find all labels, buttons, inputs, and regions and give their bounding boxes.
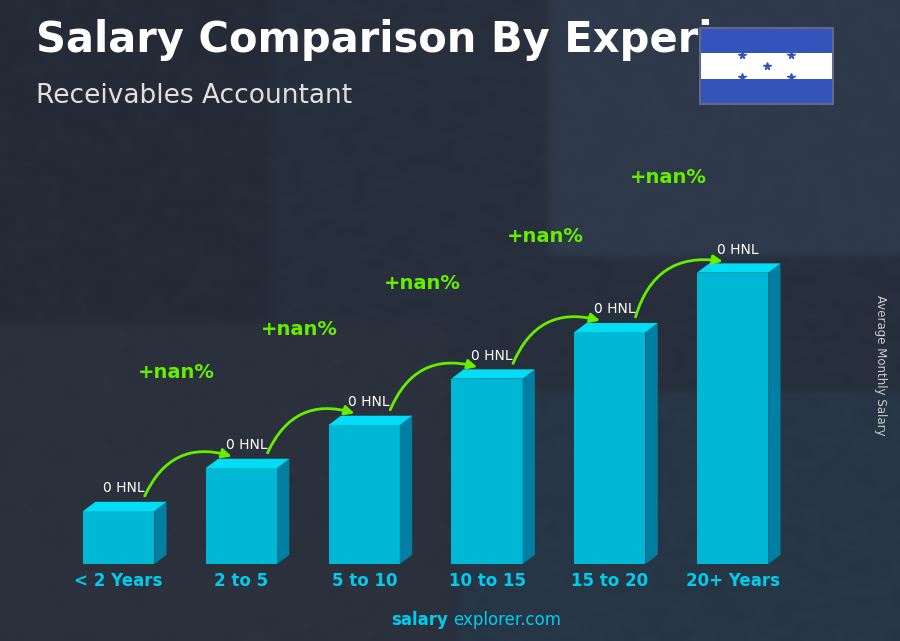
Text: Receivables Accountant: Receivables Accountant bbox=[36, 83, 352, 110]
Text: 0 HNL: 0 HNL bbox=[226, 438, 267, 452]
Polygon shape bbox=[700, 53, 833, 79]
Polygon shape bbox=[574, 332, 645, 564]
Text: +nan%: +nan% bbox=[383, 274, 461, 292]
Polygon shape bbox=[452, 369, 535, 379]
Polygon shape bbox=[206, 468, 277, 564]
Polygon shape bbox=[769, 263, 780, 564]
Text: +nan%: +nan% bbox=[139, 363, 215, 382]
Text: 0 HNL: 0 HNL bbox=[594, 303, 635, 317]
Text: 0 HNL: 0 HNL bbox=[103, 481, 144, 495]
Polygon shape bbox=[83, 511, 154, 564]
Polygon shape bbox=[697, 272, 769, 564]
Text: +nan%: +nan% bbox=[261, 320, 338, 339]
Polygon shape bbox=[700, 28, 833, 53]
Polygon shape bbox=[400, 416, 412, 564]
Polygon shape bbox=[452, 379, 523, 564]
Text: salary: salary bbox=[392, 612, 448, 629]
Polygon shape bbox=[328, 425, 400, 564]
Polygon shape bbox=[523, 369, 535, 564]
Text: Salary Comparison By Experience: Salary Comparison By Experience bbox=[36, 19, 824, 62]
Polygon shape bbox=[645, 323, 658, 564]
Text: 0 HNL: 0 HNL bbox=[716, 243, 759, 257]
Polygon shape bbox=[700, 79, 833, 104]
Text: 0 HNL: 0 HNL bbox=[348, 395, 390, 409]
Text: +nan%: +nan% bbox=[507, 227, 583, 246]
Polygon shape bbox=[277, 459, 290, 564]
Text: Average Monthly Salary: Average Monthly Salary bbox=[874, 295, 886, 436]
Polygon shape bbox=[154, 502, 166, 564]
Text: +nan%: +nan% bbox=[629, 167, 706, 187]
Polygon shape bbox=[83, 502, 166, 511]
Polygon shape bbox=[206, 459, 290, 468]
Polygon shape bbox=[328, 416, 412, 425]
Text: explorer.com: explorer.com bbox=[453, 612, 561, 629]
Polygon shape bbox=[697, 263, 780, 272]
Polygon shape bbox=[574, 323, 658, 332]
Text: 0 HNL: 0 HNL bbox=[471, 349, 513, 363]
